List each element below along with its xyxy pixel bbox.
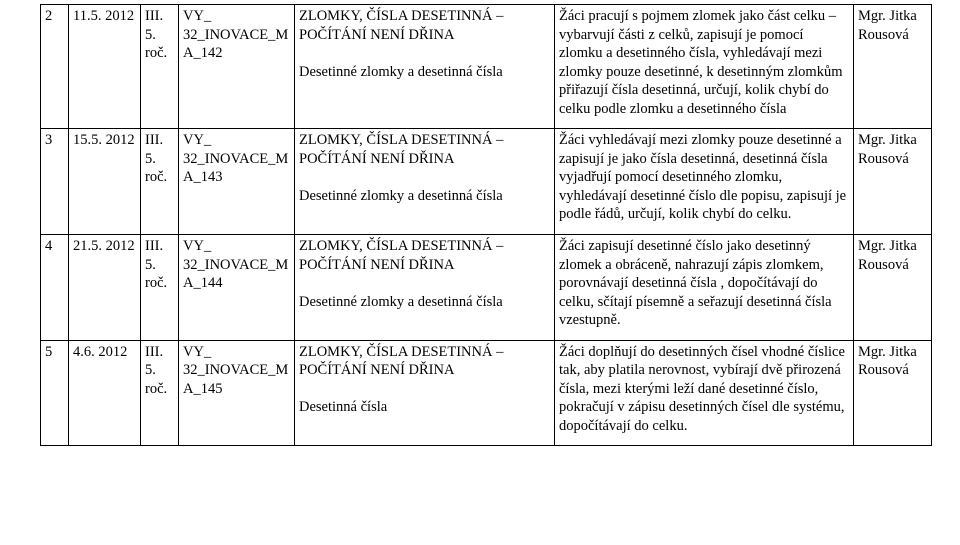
cell-code: VY_ 32_INOVACE_MA_143 bbox=[179, 129, 295, 235]
cell-desc: Žáci vyhledávají mezi zlomky pouze deset… bbox=[555, 129, 854, 235]
cell-desc: Žáci zapisují desetinné číslo jako deset… bbox=[555, 235, 854, 341]
cell-code: VY_ 32_INOVACE_MA_142 bbox=[179, 5, 295, 129]
cell-grade: III. 5. roč. bbox=[141, 129, 179, 235]
cell-index: 5 bbox=[41, 340, 69, 446]
cell-desc: Žáci pracují s pojmem zlomek jako část c… bbox=[555, 5, 854, 129]
cell-grade: III. 5. roč. bbox=[141, 340, 179, 446]
cell-desc: Žáci doplňují do desetinných čísel vhodn… bbox=[555, 340, 854, 446]
cell-topic: ZLOMKY, ČÍSLA DESETINNÁ – POČÍTÁNÍ NENÍ … bbox=[295, 5, 555, 129]
cell-grade: III. 5. roč. bbox=[141, 5, 179, 129]
cell-code: VY_ 32_INOVACE_MA_145 bbox=[179, 340, 295, 446]
lesson-table: 2 11.5. 2012 III. 5. roč. VY_ 32_INOVACE… bbox=[40, 4, 932, 446]
cell-topic: ZLOMKY, ČÍSLA DESETINNÁ – POČÍTÁNÍ NENÍ … bbox=[295, 129, 555, 235]
table-row: 4 21.5. 2012 III. 5. roč. VY_ 32_INOVACE… bbox=[41, 235, 932, 341]
cell-author: Mgr. Jitka Rousová bbox=[854, 5, 932, 129]
cell-date: 15.5. 2012 bbox=[69, 129, 141, 235]
cell-date: 4.6. 2012 bbox=[69, 340, 141, 446]
cell-date: 21.5. 2012 bbox=[69, 235, 141, 341]
table-row: 5 4.6. 2012 III. 5. roč. VY_ 32_INOVACE_… bbox=[41, 340, 932, 446]
table-row: 3 15.5. 2012 III. 5. roč. VY_ 32_INOVACE… bbox=[41, 129, 932, 235]
cell-author: Mgr. Jitka Rousová bbox=[854, 340, 932, 446]
cell-grade: III. 5. roč. bbox=[141, 235, 179, 341]
cell-index: 4 bbox=[41, 235, 69, 341]
cell-topic: ZLOMKY, ČÍSLA DESETINNÁ – POČÍTÁNÍ NENÍ … bbox=[295, 340, 555, 446]
table-row: 2 11.5. 2012 III. 5. roč. VY_ 32_INOVACE… bbox=[41, 5, 932, 129]
cell-index: 3 bbox=[41, 129, 69, 235]
cell-date: 11.5. 2012 bbox=[69, 5, 141, 129]
cell-author: Mgr. Jitka Rousová bbox=[854, 129, 932, 235]
cell-index: 2 bbox=[41, 5, 69, 129]
cell-author: Mgr. Jitka Rousová bbox=[854, 235, 932, 341]
document-page: 2 11.5. 2012 III. 5. roč. VY_ 32_INOVACE… bbox=[0, 0, 960, 545]
cell-topic: ZLOMKY, ČÍSLA DESETINNÁ – POČÍTÁNÍ NENÍ … bbox=[295, 235, 555, 341]
cell-code: VY_ 32_INOVACE_MA_144 bbox=[179, 235, 295, 341]
